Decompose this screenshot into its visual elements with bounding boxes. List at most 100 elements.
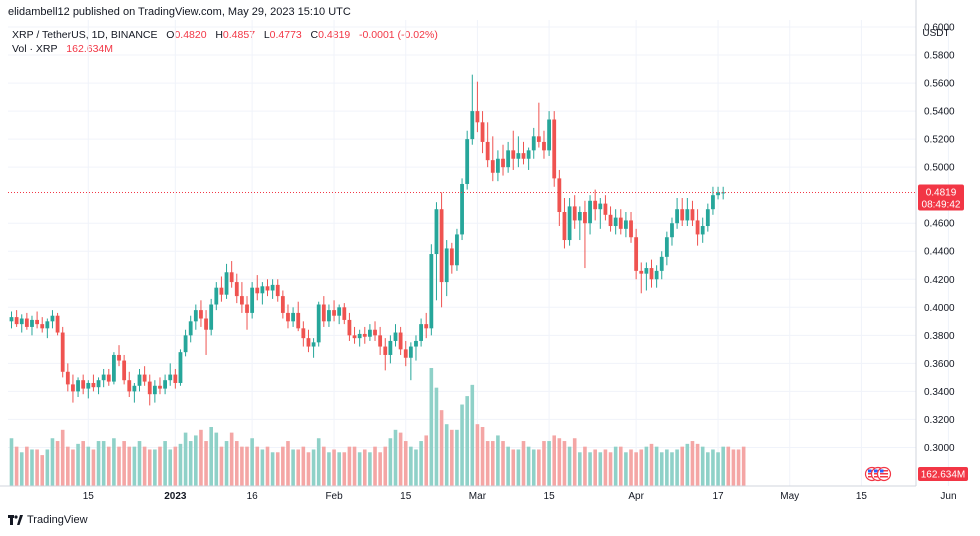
- candle: [618, 209, 623, 235]
- candle: [311, 338, 316, 358]
- candle: [270, 279, 275, 299]
- volume-bar: [378, 452, 382, 486]
- candle: [531, 127, 536, 159]
- candle: [414, 335, 418, 361]
- candle: [490, 136, 495, 182]
- volume-bar: [260, 449, 265, 486]
- volume-bar: [306, 452, 311, 486]
- volume-bar: [557, 438, 562, 486]
- x-tick-label: 15: [83, 491, 95, 502]
- candle: [240, 282, 244, 313]
- volume-bar: [286, 441, 290, 486]
- volume-bar: [55, 441, 60, 486]
- candle: [393, 324, 398, 347]
- candle: [542, 130, 546, 159]
- volume-bar: [96, 441, 101, 486]
- volume-bar: [490, 441, 495, 486]
- volume-bar: [690, 441, 695, 486]
- volume-bar: [383, 446, 388, 486]
- candle: [291, 307, 295, 327]
- volume-label: Vol · XRP: [12, 43, 58, 55]
- candle: [50, 310, 55, 329]
- volume-bar: [357, 452, 362, 486]
- candle: [639, 262, 644, 294]
- currency-label: USDT: [922, 28, 949, 39]
- volume-bar: [537, 449, 541, 486]
- candle: [593, 189, 598, 221]
- volume-bar: [25, 446, 29, 486]
- volume-bar: [496, 435, 500, 486]
- y-tick-label: 0.5200: [924, 135, 955, 146]
- candle: [613, 209, 618, 235]
- volume-bar: [618, 446, 623, 486]
- us-flag-event-icon[interactable]: [876, 466, 892, 482]
- volume-bar: [316, 438, 321, 486]
- candle: [383, 338, 388, 371]
- y-tick-label: 0.4400: [924, 247, 955, 258]
- volume-badge-text: 162.634M: [921, 470, 965, 481]
- volume-bar: [731, 449, 736, 486]
- volume-bar: [347, 446, 352, 486]
- volume-bar: [240, 446, 244, 486]
- x-tick-label: 16: [247, 491, 259, 502]
- candle: [608, 206, 613, 232]
- x-tick-label: 15: [544, 491, 556, 502]
- volume-bar: [398, 432, 403, 486]
- volume-bar: [460, 404, 464, 486]
- volume-bar: [644, 446, 649, 486]
- volume-bar: [234, 441, 239, 486]
- candle: [332, 300, 336, 322]
- current-price-text: 0.4819: [926, 188, 957, 199]
- volume-bar: [506, 446, 510, 486]
- event-flags[interactable]: [864, 466, 892, 482]
- candle: [506, 141, 511, 173]
- volume-bar: [147, 449, 152, 486]
- y-tick-label: 0.4200: [924, 275, 955, 286]
- candle: [700, 217, 705, 243]
- y-tick-label: 0.3200: [924, 415, 955, 426]
- candle: [209, 298, 214, 336]
- candle: [91, 374, 96, 392]
- footer-brand: TradingView: [8, 514, 88, 526]
- symbol-legend: XRP / TetherUS, 1D, BINANCE O0.4820 H0.4…: [12, 29, 438, 41]
- volume-bar: [219, 446, 224, 486]
- volume-bar: [132, 446, 137, 486]
- volume-bar: [275, 452, 280, 486]
- volume-bar: [665, 449, 669, 486]
- volume-bar: [91, 449, 96, 486]
- y-tick-label: 0.3000: [924, 443, 955, 454]
- candle: [122, 354, 127, 385]
- volume-bar: [444, 424, 449, 486]
- candlesticks: [9, 74, 726, 406]
- candle: [521, 141, 526, 165]
- candle: [485, 122, 490, 168]
- volume-bar: [291, 449, 295, 486]
- volume-bar: [439, 410, 444, 486]
- volume-bar: [649, 443, 654, 486]
- candle: [316, 301, 321, 347]
- x-tick-label: May: [780, 491, 799, 502]
- candle: [158, 377, 162, 395]
- candle: [229, 261, 234, 288]
- volume-bar: [526, 446, 531, 486]
- candle: [275, 279, 280, 302]
- volume-bar: [429, 368, 434, 486]
- volume-bar: [224, 441, 229, 486]
- y-tick-label: 0.5600: [924, 79, 955, 90]
- volume-bar: [578, 452, 582, 486]
- volume-bar: [173, 446, 178, 486]
- candle: [112, 352, 116, 385]
- candle: [690, 200, 695, 227]
- candle: [306, 329, 311, 353]
- candle: [117, 345, 121, 367]
- candle: [465, 130, 470, 190]
- volume-bar: [634, 452, 638, 486]
- candle: [357, 329, 362, 347]
- candle: [199, 300, 203, 327]
- low-value: 0.4773: [269, 29, 302, 41]
- candle: [86, 380, 91, 399]
- volume-bar: [516, 449, 521, 486]
- time-axis[interactable]: 15 2023 16 Feb 15 Mar 15 Apr 17 May 15 Jun: [0, 485, 957, 502]
